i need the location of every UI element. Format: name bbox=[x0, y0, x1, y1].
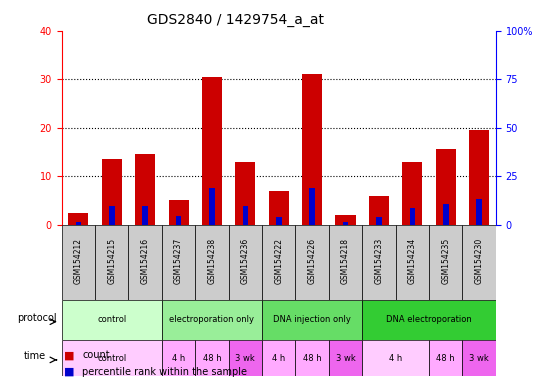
Bar bbox=[95, 225, 129, 300]
Text: percentile rank within the sample: percentile rank within the sample bbox=[82, 367, 247, 377]
Text: GDS2840 / 1429754_a_at: GDS2840 / 1429754_a_at bbox=[147, 13, 324, 27]
Text: GSM154212: GSM154212 bbox=[74, 238, 83, 283]
Text: ■: ■ bbox=[64, 350, 75, 360]
Text: 48 h: 48 h bbox=[203, 354, 221, 362]
Bar bbox=[276, 217, 281, 225]
Bar bbox=[362, 340, 429, 376]
Bar bbox=[463, 340, 496, 376]
Text: GSM154235: GSM154235 bbox=[441, 237, 450, 284]
Text: GSM154233: GSM154233 bbox=[375, 237, 383, 284]
Text: 3 wk: 3 wk bbox=[235, 354, 255, 362]
Bar bbox=[62, 225, 95, 300]
Bar bbox=[429, 340, 463, 376]
Bar bbox=[242, 206, 248, 225]
Bar bbox=[477, 199, 482, 225]
Bar bbox=[62, 300, 162, 340]
Text: control: control bbox=[97, 315, 126, 324]
Bar bbox=[68, 212, 88, 225]
Text: DNA electroporation: DNA electroporation bbox=[386, 315, 472, 324]
Bar bbox=[295, 225, 329, 300]
Text: 4 h: 4 h bbox=[389, 354, 402, 362]
Bar bbox=[309, 188, 315, 225]
Bar bbox=[168, 200, 189, 225]
Bar bbox=[329, 225, 362, 300]
Bar bbox=[262, 225, 295, 300]
Text: GSM154236: GSM154236 bbox=[241, 237, 250, 284]
Bar bbox=[143, 206, 148, 225]
Bar bbox=[302, 74, 322, 225]
Bar bbox=[336, 215, 355, 225]
Bar bbox=[410, 208, 415, 225]
Text: 4 h: 4 h bbox=[172, 354, 185, 362]
Text: GSM154222: GSM154222 bbox=[274, 238, 283, 283]
Text: GSM154218: GSM154218 bbox=[341, 238, 350, 283]
Bar bbox=[76, 222, 81, 225]
Bar bbox=[102, 159, 122, 225]
Bar bbox=[109, 206, 115, 225]
Text: control: control bbox=[97, 354, 126, 362]
Bar bbox=[295, 340, 329, 376]
Bar bbox=[369, 195, 389, 225]
Bar bbox=[62, 340, 162, 376]
Text: GSM154230: GSM154230 bbox=[474, 237, 483, 284]
Text: GSM154234: GSM154234 bbox=[408, 237, 417, 284]
Text: 3 wk: 3 wk bbox=[336, 354, 355, 362]
Text: 3 wk: 3 wk bbox=[469, 354, 489, 362]
Bar bbox=[429, 225, 463, 300]
Bar bbox=[176, 216, 181, 225]
Bar bbox=[162, 340, 195, 376]
Bar bbox=[202, 77, 222, 225]
Bar bbox=[209, 188, 215, 225]
Bar bbox=[329, 340, 362, 376]
Bar bbox=[362, 225, 396, 300]
Bar bbox=[162, 225, 195, 300]
Bar bbox=[443, 204, 449, 225]
Bar bbox=[195, 225, 229, 300]
Bar bbox=[162, 300, 262, 340]
Bar bbox=[129, 225, 162, 300]
Text: count: count bbox=[82, 350, 110, 360]
Bar bbox=[396, 225, 429, 300]
Text: ■: ■ bbox=[64, 367, 75, 377]
Text: GSM154226: GSM154226 bbox=[308, 238, 317, 284]
Bar bbox=[436, 149, 456, 225]
Bar bbox=[469, 130, 489, 225]
Text: DNA injection only: DNA injection only bbox=[273, 315, 351, 324]
Bar bbox=[262, 300, 362, 340]
Text: 48 h: 48 h bbox=[303, 354, 322, 362]
Bar bbox=[463, 225, 496, 300]
Bar bbox=[235, 162, 255, 225]
Bar bbox=[262, 340, 295, 376]
Text: 4 h: 4 h bbox=[272, 354, 285, 362]
Text: protocol: protocol bbox=[17, 313, 57, 323]
Text: time: time bbox=[24, 351, 46, 361]
Bar bbox=[376, 217, 382, 225]
Text: electroporation only: electroporation only bbox=[169, 315, 255, 324]
Bar bbox=[229, 225, 262, 300]
Bar bbox=[195, 340, 229, 376]
Bar bbox=[403, 162, 422, 225]
Text: GSM154237: GSM154237 bbox=[174, 237, 183, 284]
Bar bbox=[269, 191, 289, 225]
Text: GSM154216: GSM154216 bbox=[140, 238, 150, 284]
Bar bbox=[362, 300, 496, 340]
Bar bbox=[343, 222, 348, 225]
Bar bbox=[229, 340, 262, 376]
Text: 48 h: 48 h bbox=[436, 354, 455, 362]
Text: GSM154238: GSM154238 bbox=[207, 238, 217, 284]
Bar bbox=[135, 154, 155, 225]
Text: GSM154215: GSM154215 bbox=[107, 238, 116, 284]
